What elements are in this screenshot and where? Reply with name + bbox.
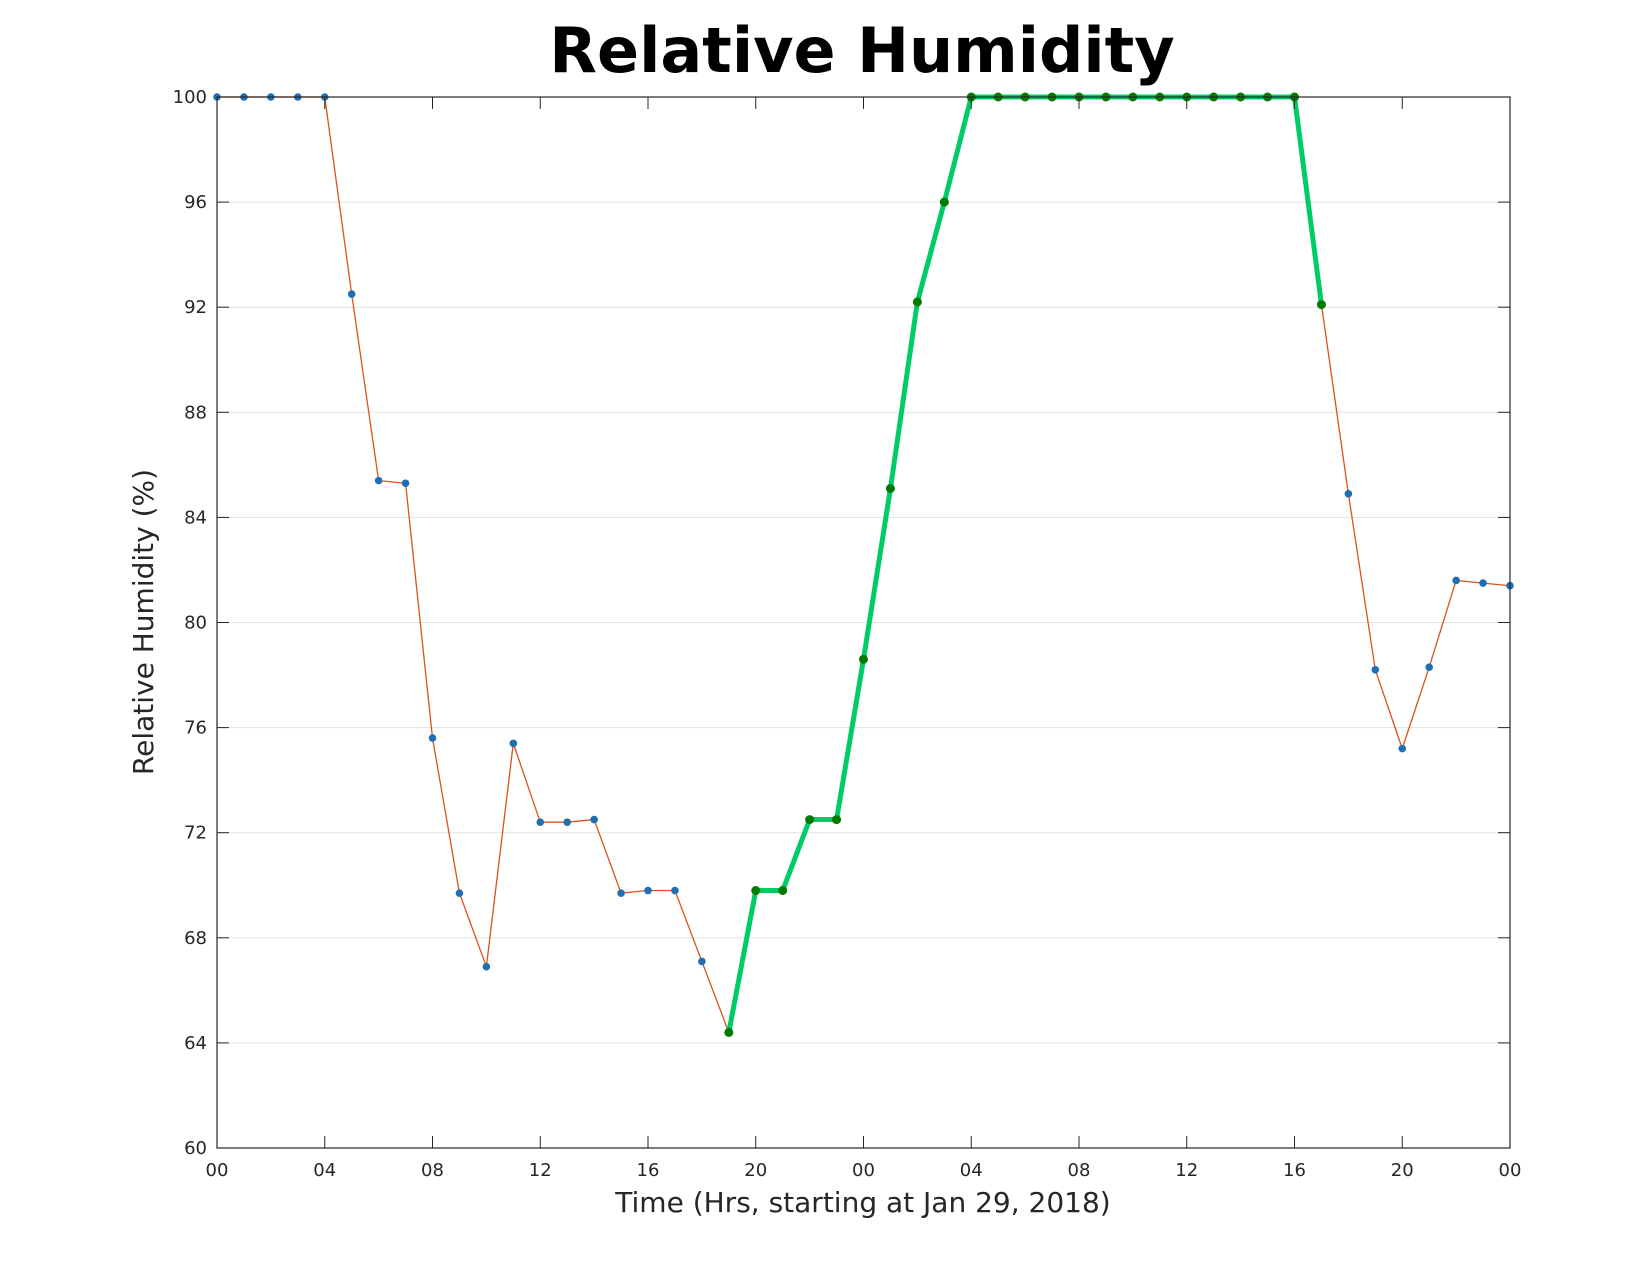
data-point xyxy=(1344,489,1353,498)
y-tick-label: 88 xyxy=(184,402,207,423)
data-point xyxy=(347,290,356,298)
y-tick-label: 92 xyxy=(184,297,207,318)
data-point xyxy=(1425,663,1433,671)
data-point xyxy=(1479,579,1487,587)
highlighted-data-point xyxy=(1316,300,1326,310)
x-tick-label: 04 xyxy=(960,1160,983,1181)
data-point xyxy=(617,889,625,897)
x-tick-label: 16 xyxy=(637,1160,660,1181)
highlighted-data-point xyxy=(912,297,922,307)
y-tick-label: 76 xyxy=(184,718,207,739)
x-tick-label: 00 xyxy=(852,1160,875,1181)
data-point xyxy=(644,886,652,895)
x-tick-label: 20 xyxy=(744,1160,767,1181)
data-point xyxy=(1452,576,1460,585)
y-tick-label: 72 xyxy=(184,823,207,844)
y-tick-label: 80 xyxy=(184,613,207,634)
y-tick-label: 96 xyxy=(184,192,207,213)
x-tick-label: 08 xyxy=(1068,1160,1091,1181)
x-axis-label: Time (Hrs, starting at Jan 29, 2018) xyxy=(614,1186,1110,1219)
y-tick-label: 64 xyxy=(184,1033,207,1054)
data-point xyxy=(590,815,598,824)
x-tick-label: 16 xyxy=(1283,1160,1306,1181)
data-point xyxy=(671,886,679,895)
y-tick-label: 100 xyxy=(173,87,207,108)
y-tick-label: 84 xyxy=(184,507,207,528)
x-tick-label: 12 xyxy=(1175,1160,1198,1181)
x-tick-label: 12 xyxy=(529,1160,552,1181)
highlighted-data-point xyxy=(859,654,868,664)
x-tick-label: 04 xyxy=(313,1160,336,1181)
x-tick-label: 00 xyxy=(1499,1160,1522,1181)
highlighted-data-point xyxy=(939,197,949,207)
axis-ticks: 60 64 68 72 76 80 84 88 92 96 100 00 04 08 12 16 20 00 04 0… xyxy=(173,87,1522,1181)
data-point xyxy=(1398,744,1407,753)
data-point xyxy=(536,818,545,826)
x-tick-label: 08 xyxy=(421,1160,444,1181)
y-axis-label: Relative Humidity (%) xyxy=(127,469,160,775)
highlighted-data-point xyxy=(805,815,815,825)
highlighted-data-point xyxy=(885,483,895,493)
highlighted-data-point xyxy=(724,1027,734,1037)
highlighted-data-point xyxy=(778,886,788,896)
data-point xyxy=(428,734,437,742)
y-tick-label: 68 xyxy=(184,928,207,949)
data-point xyxy=(482,962,491,971)
y-tick-label: 60 xyxy=(184,1138,207,1159)
gridlines xyxy=(217,201,1510,1044)
data-point xyxy=(401,479,410,488)
x-tick-label: 00 xyxy=(206,1160,229,1181)
data-point xyxy=(455,889,464,897)
x-tick-label: 20 xyxy=(1391,1160,1414,1181)
highlighted-data-point xyxy=(832,815,842,825)
data-point xyxy=(563,818,571,826)
data-point xyxy=(1371,665,1380,674)
chart-title: Relative Humidity xyxy=(549,14,1174,87)
data-point xyxy=(509,739,518,748)
highlighted-data-point xyxy=(751,886,761,896)
data-point xyxy=(374,476,383,485)
data-point xyxy=(698,957,706,966)
